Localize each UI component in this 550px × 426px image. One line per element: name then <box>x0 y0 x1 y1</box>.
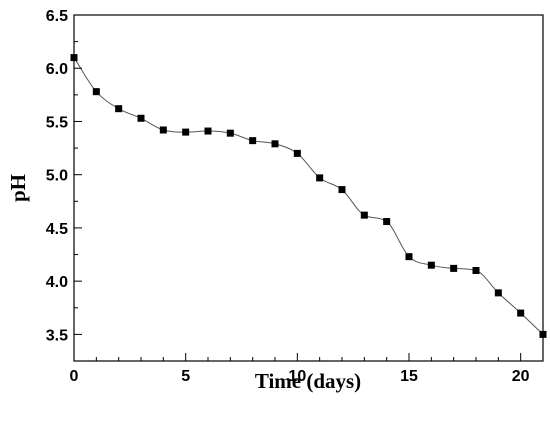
data-point <box>450 264 458 272</box>
axis-ticks-group <box>73 14 544 362</box>
series-line-group <box>73 57 544 335</box>
data-point <box>338 186 346 194</box>
y-tick-label: 4.0 <box>46 274 68 291</box>
data-point <box>249 137 257 145</box>
data-point <box>137 114 145 122</box>
tick-labels-group: 0 5 10 15 20 3.5 4.0 4.5 5.0 5.5 6.0 6.5 <box>46 8 530 385</box>
data-point <box>159 126 167 134</box>
data-point <box>271 140 279 148</box>
data-point <box>92 88 100 96</box>
data-point <box>360 211 368 219</box>
x-tick-label: 10 <box>288 368 306 385</box>
data-point <box>204 127 212 135</box>
x-tick-label: 5 <box>181 368 190 385</box>
data-point <box>427 261 435 269</box>
y-tick-label: 5.0 <box>46 168 68 185</box>
y-tick-label: 5.5 <box>46 114 68 131</box>
data-point <box>316 174 324 182</box>
y-tick-label: 6.5 <box>46 8 68 25</box>
plot-frame <box>73 14 544 362</box>
data-point <box>517 309 525 317</box>
data-point <box>494 289 502 297</box>
y-tick-label: 4.5 <box>46 221 68 238</box>
x-tick-label: 20 <box>512 368 530 385</box>
data-point <box>182 128 190 136</box>
x-tick-label: 15 <box>400 368 418 385</box>
data-point <box>115 105 123 113</box>
plot-area <box>74 15 543 361</box>
data-point <box>226 129 234 137</box>
y-axis-title: pH <box>6 174 30 202</box>
data-point <box>405 253 413 261</box>
series-line <box>73 57 544 335</box>
x-axis-title: Time (days) <box>255 369 361 393</box>
data-point <box>472 267 480 275</box>
data-point <box>293 149 301 157</box>
x-tick-label: 0 <box>70 368 79 385</box>
data-point <box>383 218 391 226</box>
y-tick-label: 3.5 <box>46 327 68 344</box>
y-tick-label: 6.0 <box>46 61 68 78</box>
